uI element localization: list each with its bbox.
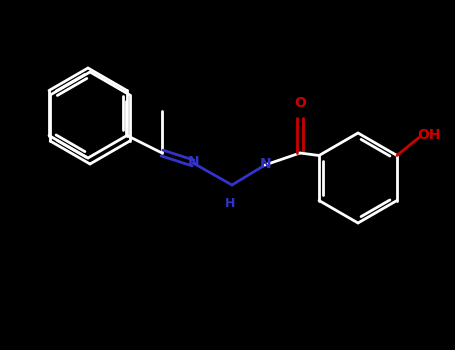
Text: H: H (225, 197, 235, 210)
Text: N: N (188, 155, 200, 169)
Text: OH: OH (417, 128, 441, 142)
Text: N: N (260, 157, 272, 171)
Text: O: O (294, 96, 306, 110)
